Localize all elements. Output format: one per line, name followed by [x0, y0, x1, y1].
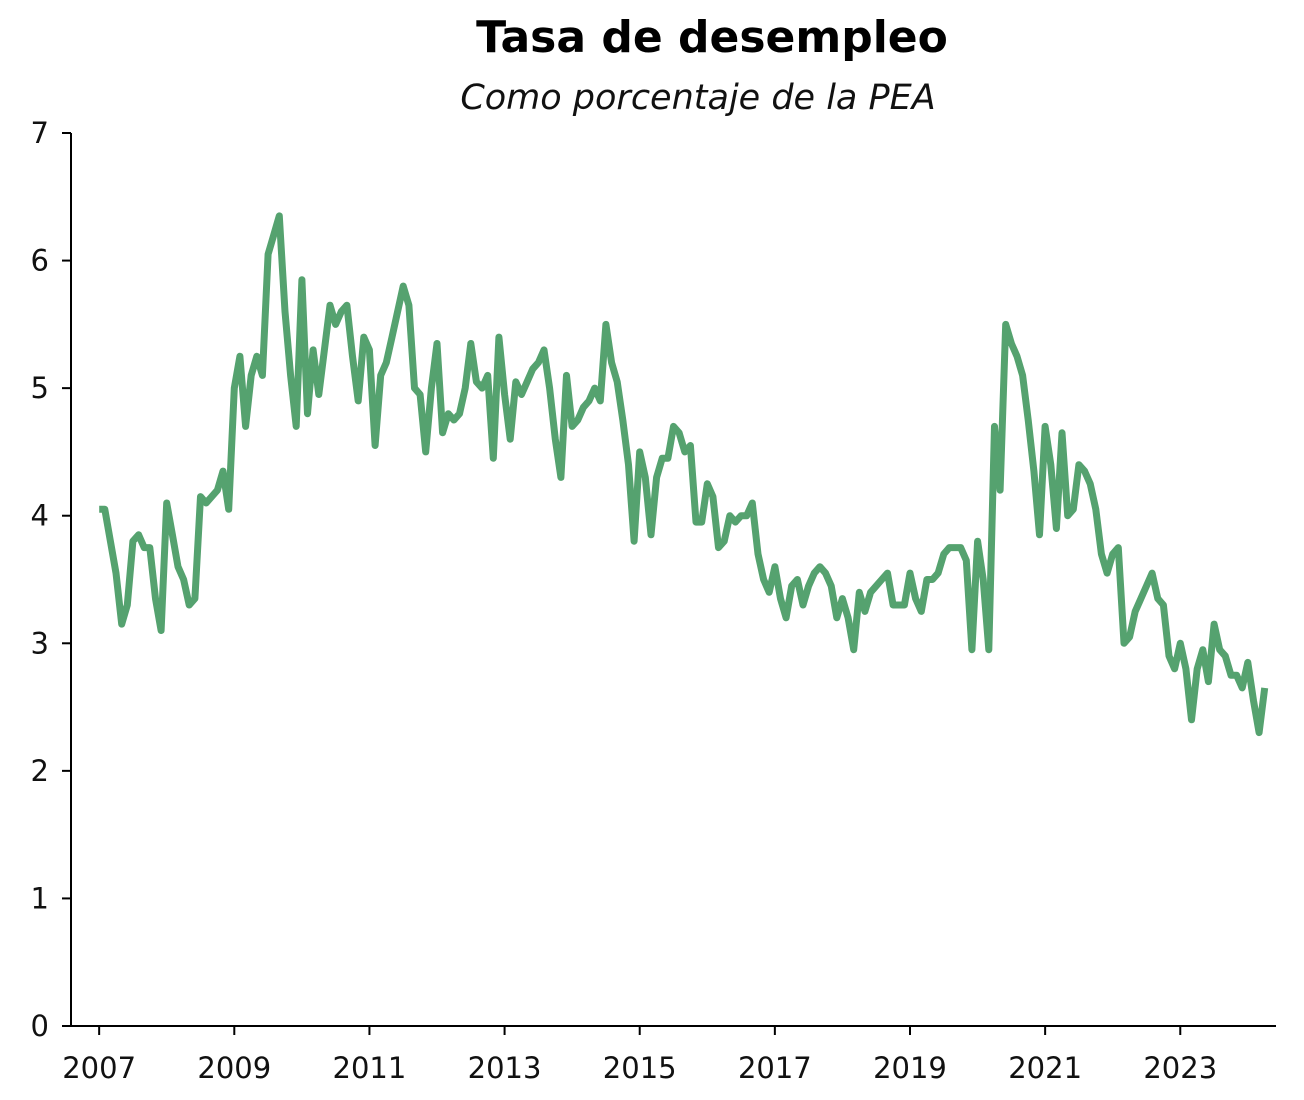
tick-group: 0 1 2 3 4 5 6 7 2007 2009 2011 2013 2015 2017 2019 2021…: [31, 116, 1218, 1085]
y-tick-label: 1: [31, 881, 49, 915]
series-group: [99, 212, 1269, 737]
x-tick-label: 2009: [197, 1051, 271, 1085]
x-tick-label: 2021: [1008, 1051, 1082, 1085]
chart-subtitle: Como porcentaje de la PEA: [460, 78, 935, 118]
x-tick-label: 2007: [62, 1051, 136, 1085]
y-tick-label: 3: [31, 626, 49, 660]
chart-title: Tasa de desempleo: [476, 12, 948, 63]
y-tick-label: 0: [31, 1009, 49, 1043]
axes: [70, 133, 1276, 1027]
x-tick-label: 2013: [468, 1051, 542, 1085]
y-tick-label: 7: [31, 116, 49, 150]
x-tick-label: 2011: [333, 1051, 407, 1085]
x-tick-label: 2019: [873, 1051, 947, 1085]
x-tick-label: 2023: [1143, 1051, 1217, 1085]
series-line: [99, 212, 1269, 737]
y-tick-label: 2: [31, 754, 49, 788]
y-tick-label: 4: [31, 499, 49, 533]
x-tick-label: 2015: [603, 1051, 677, 1085]
y-tick-label: 6: [31, 244, 49, 278]
y-tick-label: 5: [31, 371, 49, 405]
x-tick-label: 2017: [738, 1051, 812, 1085]
